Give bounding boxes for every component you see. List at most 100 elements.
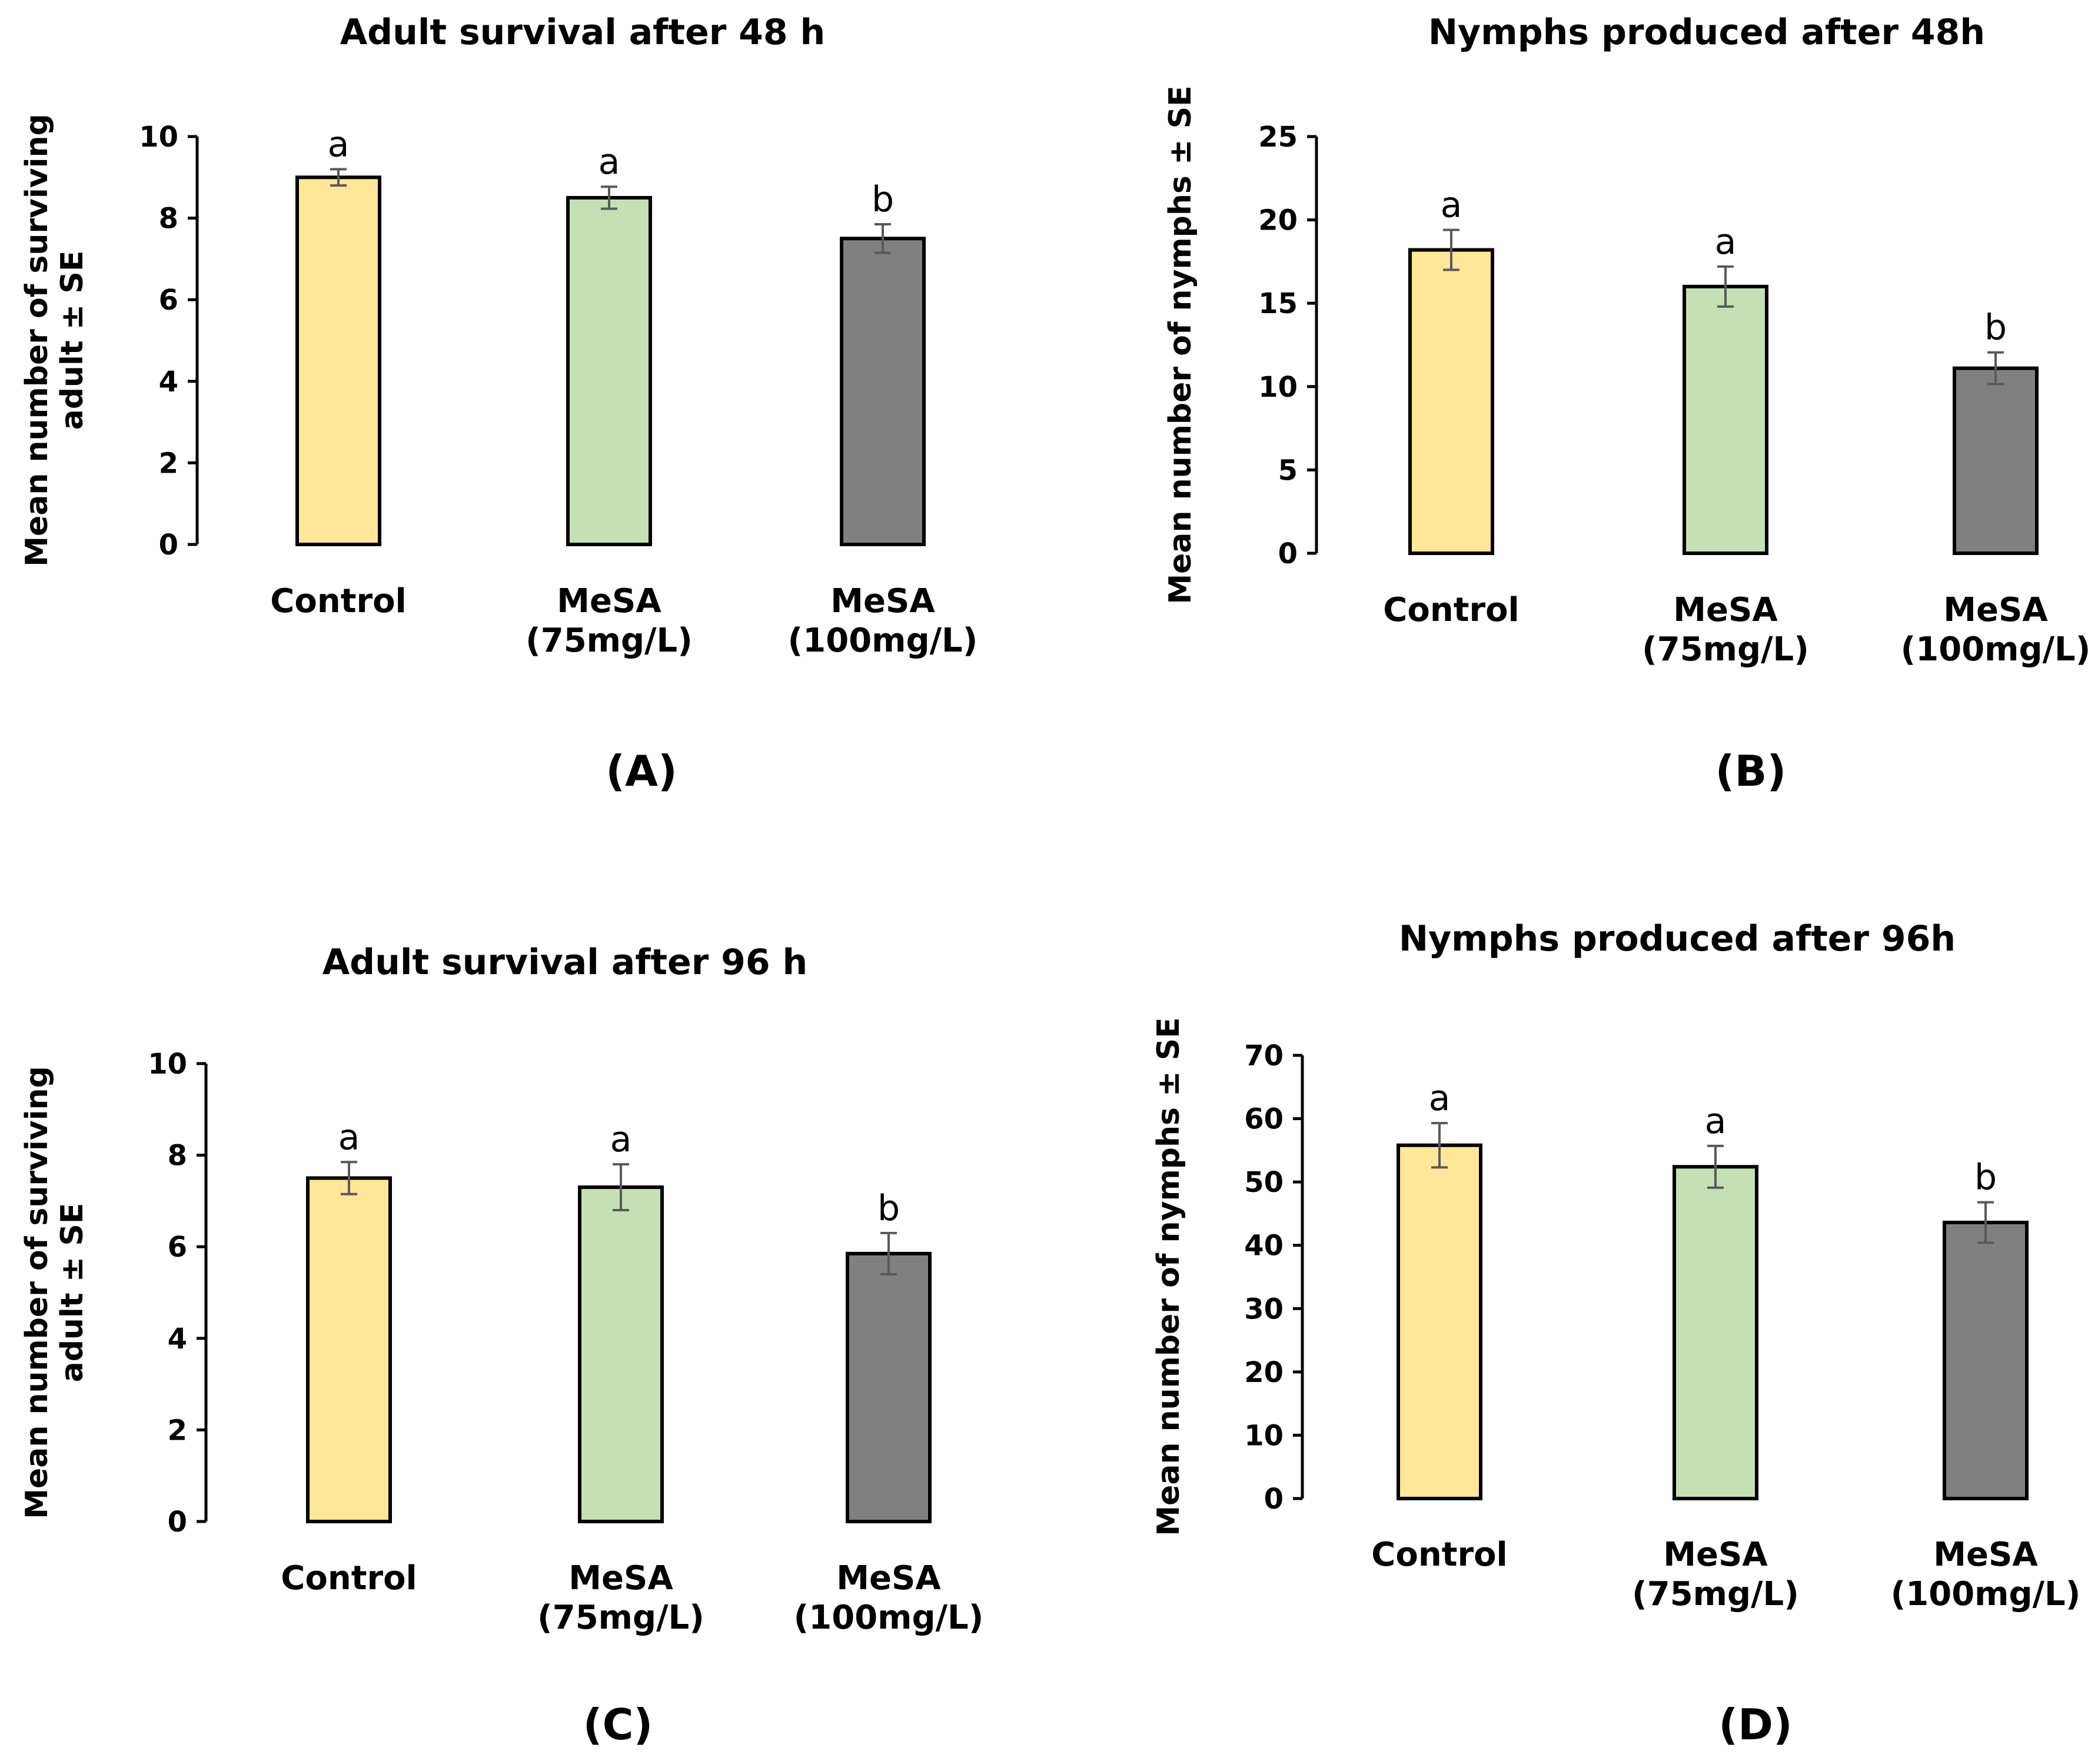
category-label: MeSA (100mg/L) [794,1559,984,1637]
y-tick-label: 30 [1244,1293,1284,1326]
y-tick-label: 0 [1264,1483,1284,1516]
category-label: Control [1383,591,1520,629]
y-tick-label: 40 [1244,1230,1284,1263]
category-label-line: Control [281,1559,417,1597]
y-tick-label: 60 [1244,1103,1284,1136]
y-axis-label-line: adult ± SE [55,1203,90,1383]
panel-tag: (B) [1715,746,1787,796]
category-label: MeSA (75mg/L) [526,582,693,660]
y-tick-label: 70 [1244,1039,1284,1072]
y-tick-label: 6 [159,284,178,317]
y-tick-label: 2 [159,447,178,480]
y-axis-label-line: Mean number of surviving [19,1066,55,1519]
significance-letter: a [1441,185,1462,226]
y-tick-label: 4 [168,1323,187,1356]
y-tick-label: 25 [1258,121,1298,154]
significance-letter: b [872,179,894,220]
bar [1408,248,1494,555]
category-label: Control [1371,1536,1508,1574]
bar [1943,1220,2029,1500]
chart-title: Adult survival after 96 h [322,942,808,983]
bar [1683,284,1768,555]
y-tick-label: 20 [1244,1356,1284,1389]
y-tick-label: 50 [1244,1166,1284,1199]
bar [1397,1143,1482,1501]
y-tick-label: 5 [1278,454,1298,487]
y-axis-label: Mean number of nymphs ± SE [1163,85,1198,604]
category-label-line: (100mg/L) [788,622,978,660]
bar [578,1185,664,1524]
category-label-line: MeSA [830,582,935,620]
y-tick-label: 10 [139,121,178,154]
chart-title: Nymphs produced after 48h [1428,12,1985,53]
y-tick-label: 2 [168,1414,187,1447]
y-tick-label: 0 [168,1506,187,1539]
category-label: MeSA (100mg/L) [1901,591,2091,669]
category-label-line: (75mg/L) [1642,630,1809,669]
category-label-line: (100mg/L) [794,1599,984,1637]
bar [1673,1165,1758,1500]
category-label-line: (75mg/L) [526,622,693,660]
bar [1953,366,2039,555]
category-label-line: (100mg/L) [1891,1575,2081,1613]
significance-letter: a [1715,221,1737,263]
category-label-line: Control [1371,1536,1508,1574]
category-label-line: Control [270,582,407,620]
category-label: MeSA (100mg/L) [1891,1536,2081,1613]
category-label: Control [270,582,407,620]
chart-panel-1: Adult survival after 48 h Mean number of … [19,12,977,796]
category-label: MeSA (75mg/L) [1632,1536,1799,1613]
chart-panel-3: Adult survival after 96 h Mean number of … [19,942,983,1749]
significance-letter: a [328,124,350,165]
category-label-line: Control [1383,591,1520,629]
category-label-line: MeSA [568,1559,673,1597]
y-axis-label: Mean number of survivingadult ± SE [19,114,90,566]
category-label-line: MeSA [557,582,661,620]
bar [306,1176,392,1523]
y-tick-label: 8 [168,1140,187,1172]
significance-letter: b [1974,1157,1997,1198]
y-tick-label: 8 [159,202,178,235]
chart-panel-4: Nymphs produced after 96h Mean number of … [1151,918,2080,1749]
category-label-line: (75mg/L) [1632,1575,1799,1613]
category-label-line: MeSA [836,1559,941,1597]
bar [840,237,926,546]
y-tick-label: 10 [1244,1419,1284,1452]
y-tick-label: 20 [1258,204,1298,237]
y-tick-label: 6 [168,1231,187,1264]
y-axis-label-line: Mean number of nymphs ± SE [1151,1017,1186,1536]
y-tick-label: 0 [159,529,178,562]
chart-title: Adult survival after 48 h [340,12,826,53]
y-tick-label: 4 [159,366,178,398]
significance-letter: a [1429,1078,1451,1119]
category-label-line: MeSA [1663,1536,1768,1574]
panel-tag: (C) [583,1700,653,1749]
chart-title: Nymphs produced after 96h [1399,918,1956,959]
significance-letter: a [610,1119,632,1160]
chart-panel-2: Nymphs produced after 48h Mean number of … [1163,12,2090,796]
y-axis-label: Mean number of survivingadult ± SE [19,1066,90,1519]
y-tick-label: 15 [1258,287,1298,320]
y-axis-label: Mean number of nymphs ± SE [1151,1017,1186,1536]
y-tick-label: 0 [1278,537,1298,570]
y-axis-label-line: Mean number of nymphs ± SE [1163,85,1198,604]
significance-letter: a [338,1117,360,1158]
y-axis-label-line: adult ± SE [55,251,90,430]
significance-letter: b [877,1188,900,1229]
significance-letter: b [1984,307,2007,348]
category-label: MeSA (100mg/L) [788,582,978,660]
y-tick-label: 10 [148,1048,187,1081]
significance-letter: a [1705,1101,1727,1142]
category-label: MeSA (75mg/L) [537,1559,704,1637]
category-label-line: MeSA [1673,591,1778,629]
y-tick-label: 10 [1258,371,1298,404]
category-label: Control [281,1559,417,1597]
category-label-line: MeSA [1943,591,2048,629]
bar [566,195,652,546]
bar [295,175,381,546]
significance-letter: a [599,141,620,182]
category-label-line: MeSA [1933,1536,2038,1574]
panel-tag: (A) [606,746,677,796]
category-label-line: (100mg/L) [1901,630,2091,669]
